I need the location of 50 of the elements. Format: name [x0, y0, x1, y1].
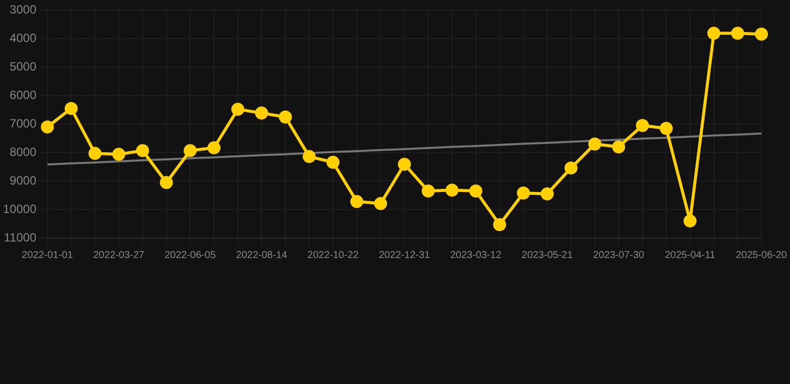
y-tick-label: 3000: [10, 2, 37, 17]
point: [612, 140, 626, 154]
y-tick-label: 5000: [10, 59, 37, 74]
point: [231, 102, 244, 116]
x-tick-label: 2022-01-01: [22, 250, 74, 261]
x-tick-label: 2025-04-11: [664, 250, 716, 261]
point: [493, 218, 506, 232]
point: [184, 144, 197, 158]
x-tick-label: 2022-03-27: [93, 250, 145, 261]
x-tick-label: 2023-03-12: [450, 250, 502, 261]
y-tick-label: 9000: [10, 173, 37, 188]
point: [516, 186, 530, 200]
y-tick-label: 6000: [10, 88, 37, 102]
point: [636, 119, 649, 132]
y-tick-label: 11000: [4, 230, 37, 244]
y-tick-label: 7000: [10, 116, 37, 130]
y-tick-label: 10000: [2, 202, 37, 216]
point: [326, 156, 340, 169]
point: [660, 122, 673, 135]
point: [398, 158, 411, 171]
point: [302, 150, 316, 164]
point: [112, 148, 126, 161]
point: [684, 214, 697, 228]
y-tick-label: 8000: [10, 144, 37, 159]
point: [754, 28, 768, 41]
x-tick-label: 2022-06-05: [164, 250, 216, 261]
point: [255, 106, 268, 120]
point: [469, 184, 482, 198]
point: [588, 138, 602, 151]
x-tick-label: 2022-08-14: [236, 250, 288, 261]
point: [540, 187, 554, 200]
point: [160, 176, 173, 189]
x-tick-label: 2022-10-22: [307, 250, 360, 261]
point: [278, 110, 292, 124]
point: [88, 146, 102, 160]
point: [207, 141, 220, 154]
point: [731, 26, 744, 40]
point: [564, 161, 578, 174]
point: [64, 102, 78, 115]
point: [446, 184, 458, 197]
point: [374, 197, 388, 210]
x-tick-label: 2023-07-30: [593, 250, 645, 261]
point: [707, 26, 720, 40]
point: [136, 144, 150, 158]
x-tick-label: 2023-05-21: [522, 250, 574, 261]
x-tick-label: 2022-12-31: [378, 250, 430, 261]
point: [350, 195, 364, 208]
x-tick-label: 2025-06-20: [736, 250, 788, 261]
y-tick-label: 4000: [10, 30, 37, 45]
point: [422, 184, 435, 198]
